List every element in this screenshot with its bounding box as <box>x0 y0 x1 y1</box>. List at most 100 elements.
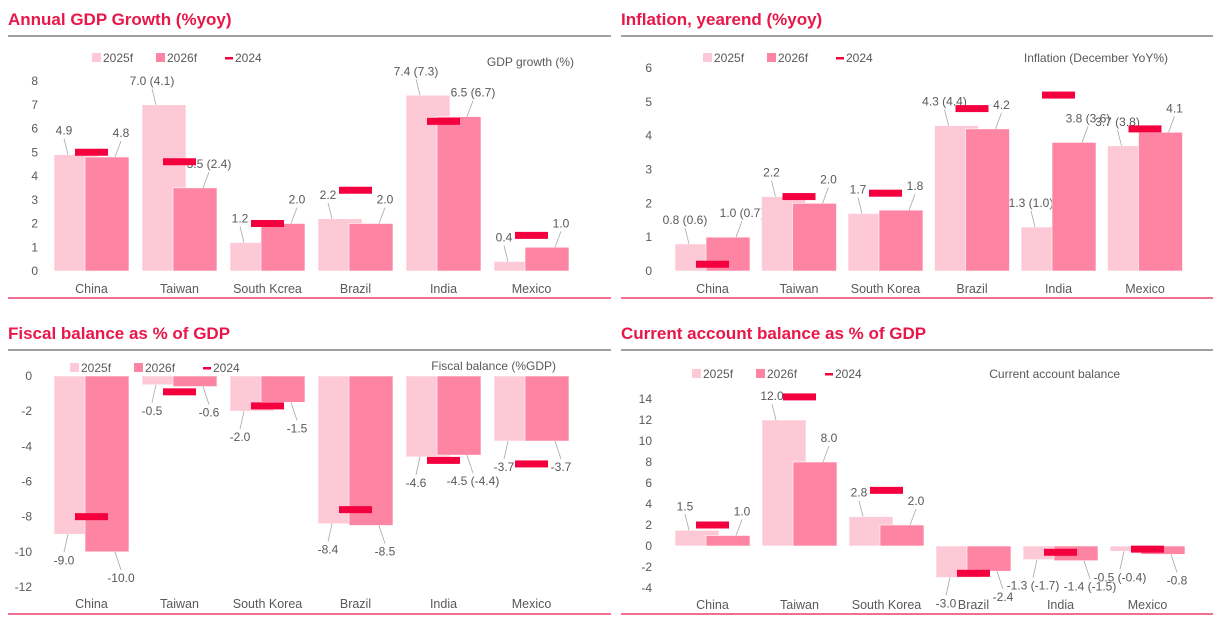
y-tick-label: -2 <box>641 560 652 574</box>
y-tick-label: 3 <box>31 193 38 207</box>
legend-label: 2025f <box>714 51 745 65</box>
legend-label: 2025f <box>703 367 734 381</box>
x-category-label: Brazil <box>958 598 989 612</box>
marker-2024 <box>1128 125 1162 133</box>
leader-line <box>771 180 776 197</box>
y-tick-label: 4 <box>645 497 652 511</box>
bar-2026f <box>879 524 925 547</box>
y-tick-label: 1 <box>645 230 652 244</box>
leader-line <box>858 500 864 517</box>
leader-line <box>908 193 916 211</box>
marker-2024 <box>75 148 108 156</box>
marker-2024 <box>251 220 284 227</box>
leader-line <box>466 100 474 117</box>
data-label: 1.0 <box>734 505 751 519</box>
data-label: -8.4 <box>318 543 339 557</box>
y-tick-label: 4 <box>31 169 38 183</box>
y-tick-label: 5 <box>645 95 652 109</box>
bar-2026f <box>436 116 482 272</box>
x-category-label: Mexico <box>1125 282 1165 296</box>
x-category-label: Mexico <box>512 282 552 296</box>
leader-line <box>1030 210 1036 228</box>
x-category-label: Taiwan <box>160 597 199 611</box>
x-category-label: India <box>430 282 457 296</box>
leader-line <box>995 112 1002 130</box>
y-tick-label: 2 <box>645 196 652 210</box>
bar-2026f <box>84 156 130 272</box>
data-label: 2.8 <box>851 486 868 500</box>
data-label: 4.3 (4.4) <box>922 95 967 109</box>
data-label: 2.0 <box>820 172 837 186</box>
data-label: 1.5 <box>677 499 694 513</box>
marker-2024 <box>163 388 196 396</box>
data-label: 7.0 (4.1) <box>130 74 175 88</box>
leader-line <box>290 207 298 224</box>
y-tick-label: 0 <box>31 264 38 278</box>
leader-line <box>735 519 743 536</box>
leader-line <box>1170 554 1178 573</box>
bar-2026f <box>348 223 394 272</box>
y-tick-label: 0 <box>645 264 652 278</box>
y-tick-label: 0 <box>25 369 32 383</box>
data-label: -1.4 (-1.5) <box>1064 580 1117 594</box>
bar-2026f <box>436 375 482 456</box>
legend-swatch-2024 <box>225 57 233 60</box>
data-label: 8.0 <box>821 431 838 445</box>
data-label: 12.0 <box>760 389 784 403</box>
marker-2024 <box>339 186 372 194</box>
data-label: 6.5 (6.7) <box>451 86 496 100</box>
legend-label: 2026f <box>767 367 798 381</box>
data-label: 1.0 (0.7) <box>720 206 765 220</box>
y-tick-label: -10 <box>15 545 33 559</box>
bar-2026f <box>792 203 837 272</box>
y-tick-label: 3 <box>645 163 652 177</box>
data-label: -9.0 <box>54 553 75 567</box>
x-category-label: Taiwan <box>780 598 819 612</box>
legend-swatch-2024 <box>203 367 211 370</box>
marker-2024 <box>782 193 816 201</box>
data-label: -8.5 <box>375 544 396 558</box>
data-label: 0.8 (0.6) <box>663 213 708 227</box>
data-label: -0.6 <box>199 406 220 420</box>
data-label: -3.7 <box>494 460 515 474</box>
bar-2026f <box>84 375 130 553</box>
chart-subtitle: GDP growth (%) <box>487 55 574 69</box>
leader-line <box>684 514 690 531</box>
leader-line <box>378 525 386 544</box>
x-category-label: Mexico <box>512 597 552 611</box>
y-tick-label: -4 <box>641 581 652 595</box>
legend-label: 2026f <box>145 361 176 375</box>
bar-2026f <box>1138 131 1183 272</box>
x-category-label: China <box>696 282 729 296</box>
x-category-label: India <box>430 597 457 611</box>
data-label: -1.3 (-1.7) <box>1007 579 1060 593</box>
bar-2026f <box>260 223 306 272</box>
data-label: -1.5 <box>287 421 308 435</box>
leader-line <box>1083 560 1091 579</box>
leader-line <box>202 386 210 405</box>
leader-line <box>378 207 386 224</box>
x-category-label: India <box>1045 282 1072 296</box>
leader-line <box>327 202 333 219</box>
data-label: 2.2 <box>763 166 780 180</box>
bar-2026f <box>260 375 306 403</box>
data-label: -4.6 <box>406 476 427 490</box>
leader-line <box>415 79 421 96</box>
data-label: 4.8 <box>113 126 130 140</box>
data-label: 0.4 <box>496 231 513 245</box>
data-label: -2.4 <box>993 590 1014 604</box>
leader-line <box>327 523 333 542</box>
leader-line <box>114 551 122 570</box>
leader-line <box>239 226 245 243</box>
y-tick-label: 12 <box>639 413 653 427</box>
legend-swatch-2026f <box>134 363 143 372</box>
legend-label: 2026f <box>778 51 809 65</box>
data-label: 2.0 <box>377 193 394 207</box>
y-tick-label: 6 <box>645 61 652 75</box>
legend-swatch-2025f <box>70 363 79 372</box>
bar-2026f <box>348 375 394 526</box>
leader-line <box>239 411 245 430</box>
x-category-label: Taiwan <box>780 282 819 296</box>
y-tick-label: 5 <box>31 145 38 159</box>
